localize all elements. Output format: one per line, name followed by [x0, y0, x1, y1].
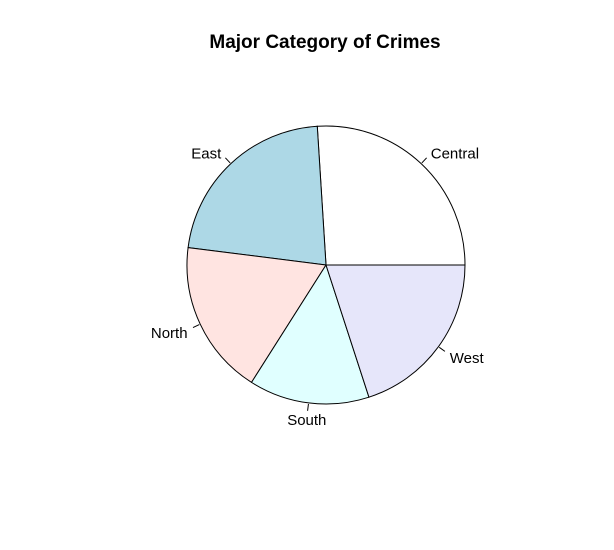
- pie-label-south: South: [287, 412, 326, 429]
- pie-slice-east: [187, 125, 327, 266]
- pie-labels: Central East North South West: [151, 145, 485, 428]
- pie-tick-south: [307, 403, 309, 411]
- pie-tick-west: [438, 346, 446, 352]
- pie-label-ticks: [192, 157, 446, 411]
- pie-label-north: North: [151, 325, 188, 342]
- pie-tick-east: [225, 157, 231, 164]
- pie-label-east: East: [191, 145, 222, 162]
- chart-title: Major Category of Crimes: [209, 32, 440, 53]
- pie-slice-north: [186, 247, 327, 384]
- pie-label-west: West: [450, 350, 485, 367]
- pie-slices: [186, 125, 466, 405]
- pie-slice-west: [325, 264, 466, 398]
- pie-slice-central: [316, 125, 466, 266]
- pie-tick-north: [192, 324, 200, 329]
- pie-label-central: Central: [431, 145, 479, 162]
- pie-tick-central: [421, 157, 427, 164]
- pie-slice-south: [250, 263, 370, 405]
